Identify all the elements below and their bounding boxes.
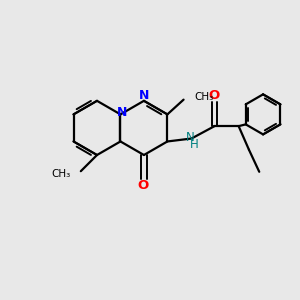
Text: N: N (186, 130, 194, 143)
Text: CH₃: CH₃ (51, 169, 70, 179)
Text: CH₃: CH₃ (194, 92, 213, 102)
Text: O: O (209, 89, 220, 102)
Text: N: N (139, 89, 150, 102)
Text: N: N (117, 106, 127, 119)
Text: O: O (138, 178, 149, 191)
Text: H: H (190, 139, 199, 152)
